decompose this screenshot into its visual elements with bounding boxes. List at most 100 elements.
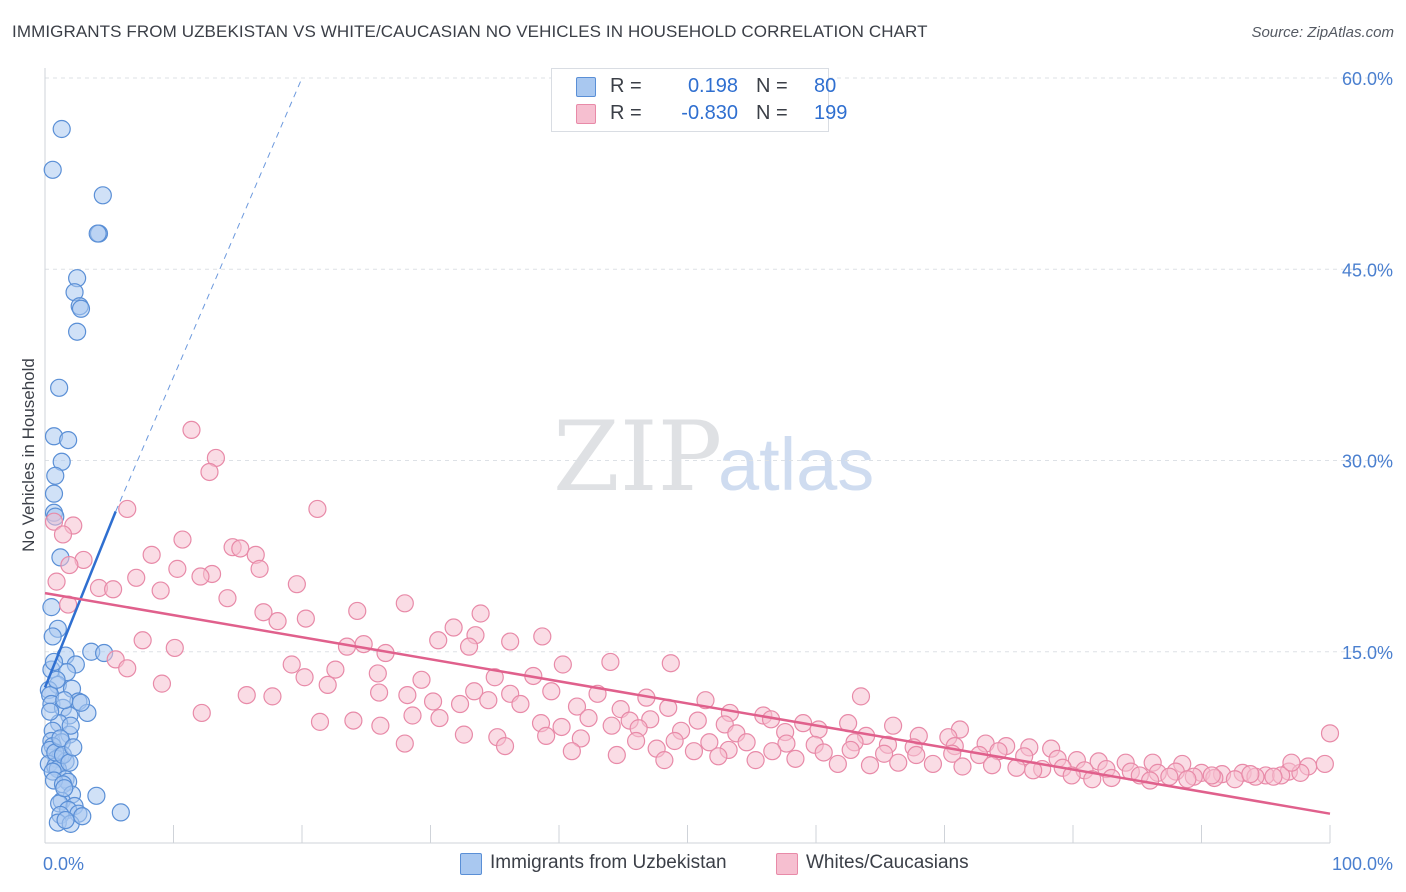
legend-r-value: -0.830 — [681, 102, 738, 124]
y-axis-label: No Vehicles in Household — [19, 358, 38, 552]
data-point — [495, 736, 515, 756]
data-point — [1315, 754, 1334, 774]
data-point — [151, 581, 170, 600]
data-point — [571, 729, 590, 748]
data-point — [191, 567, 210, 586]
data-point — [368, 664, 387, 683]
watermark-zip: ZIP — [553, 401, 722, 513]
data-point — [889, 753, 908, 772]
data-point — [814, 743, 833, 762]
data-point — [295, 668, 314, 687]
data-point — [51, 729, 70, 748]
data-point — [268, 612, 287, 631]
data-point — [127, 568, 146, 587]
data-point — [254, 603, 273, 622]
data-point — [71, 693, 91, 712]
x-tick-label: 100.0% — [1332, 854, 1393, 874]
data-point — [429, 631, 448, 650]
data-point — [73, 807, 92, 826]
data-point — [465, 682, 484, 701]
data-point — [310, 712, 330, 731]
data-point — [953, 757, 972, 776]
bottom-legend-label-white: Whites/Caucasians — [806, 852, 969, 873]
data-point — [688, 711, 707, 730]
data-point — [43, 160, 62, 179]
legend-n-label: N = — [756, 102, 788, 124]
data-point — [444, 618, 463, 637]
data-point — [665, 731, 684, 751]
data-point — [60, 555, 79, 575]
y-tick-label: 15.0% — [1342, 643, 1393, 663]
data-point — [1282, 753, 1301, 772]
data-point — [875, 744, 894, 763]
data-point — [296, 609, 315, 628]
data-point — [43, 627, 62, 646]
data-point — [567, 697, 587, 716]
data-point — [450, 694, 470, 714]
data-point — [1264, 767, 1283, 786]
data-point — [700, 733, 719, 752]
chart-source: Source: ZipAtlas.com — [1251, 24, 1394, 41]
data-point — [542, 682, 561, 701]
data-point — [403, 706, 422, 725]
y-tick-label: 60.0% — [1342, 69, 1393, 89]
data-point — [46, 466, 65, 485]
data-point — [142, 545, 161, 564]
data-point — [883, 716, 903, 735]
data-point — [423, 692, 443, 711]
legend-r-label: R = — [610, 75, 642, 97]
data-point — [165, 638, 184, 658]
data-point — [168, 559, 187, 578]
data-point — [71, 299, 91, 318]
data-point — [263, 687, 282, 706]
data-point — [398, 685, 417, 705]
data-point — [552, 717, 571, 737]
data-point — [537, 726, 556, 746]
data-point — [282, 655, 301, 674]
data-point — [53, 525, 73, 544]
legend-n-value: 199 — [814, 102, 848, 124]
x-tick-label: 0.0% — [43, 854, 84, 874]
data-point — [626, 731, 646, 751]
data-point — [1160, 767, 1179, 786]
data-point — [1225, 770, 1245, 789]
data-point — [1241, 765, 1260, 784]
data-point — [454, 725, 474, 744]
data-point — [55, 779, 74, 798]
bottom-legend-swatch-white — [776, 853, 798, 875]
data-point — [52, 119, 71, 139]
trend-line-uzbekistan-extension — [115, 77, 303, 512]
data-point — [1320, 724, 1340, 743]
data-point — [59, 431, 78, 450]
data-point — [533, 627, 552, 646]
data-point — [348, 601, 367, 621]
data-point — [231, 539, 250, 558]
data-point — [923, 754, 943, 774]
data-point — [87, 786, 106, 805]
data-point — [371, 716, 390, 735]
data-point — [851, 687, 871, 706]
data-point — [479, 691, 498, 710]
trend-line-white — [44, 591, 1331, 815]
data-point — [237, 685, 256, 705]
data-point — [61, 716, 80, 735]
y-tick-label: 30.0% — [1342, 452, 1393, 472]
chart-title: IMMIGRANTS FROM UZBEKISTAN VS WHITE/CAUC… — [12, 22, 928, 41]
data-point — [41, 702, 60, 721]
data-point — [287, 575, 306, 594]
data-point — [326, 660, 345, 679]
data-point — [696, 691, 715, 710]
data-point — [1083, 770, 1102, 789]
legend-r-value: 0.198 — [687, 75, 738, 97]
data-point — [64, 738, 83, 757]
data-point — [459, 637, 479, 656]
data-point — [93, 186, 112, 205]
data-point — [182, 420, 201, 439]
data-point — [661, 654, 680, 673]
data-point — [763, 742, 782, 761]
tick-labels: 15.0% 30.0% 45.0% 60.0% 0.0% 100.0% — [43, 69, 1393, 874]
y-tick-label: 45.0% — [1342, 260, 1393, 280]
data-point — [308, 499, 327, 519]
data-point — [553, 655, 572, 674]
data-point — [684, 742, 704, 761]
